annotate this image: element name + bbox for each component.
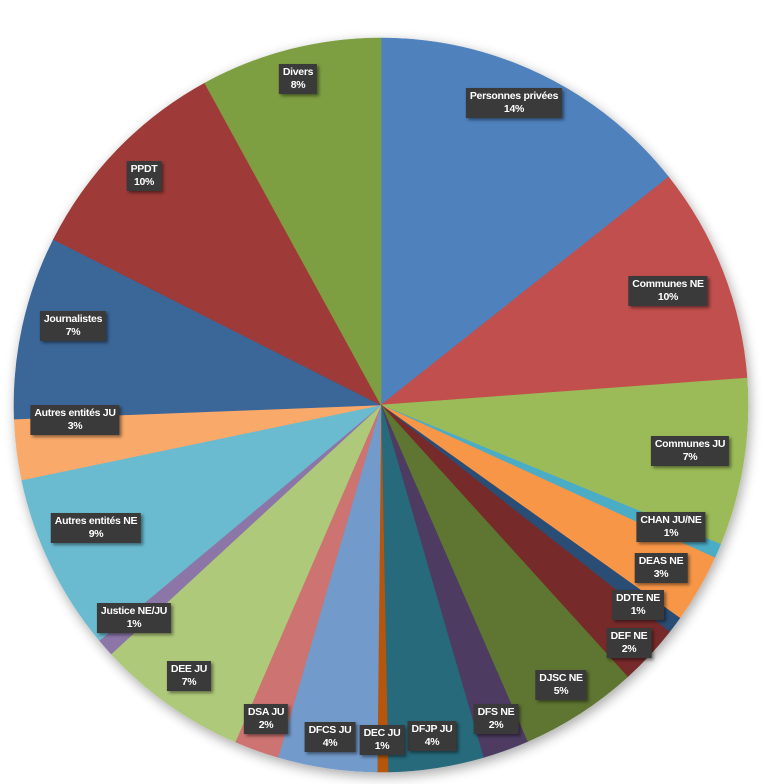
data-label-name: PPDT [130, 163, 158, 175]
data-label-name: DDTE NE [616, 592, 660, 604]
data-label-name: CHAN JU/NE [640, 514, 702, 526]
data-label-percent: 4% [424, 736, 440, 748]
data-label-name: DEC JU [363, 727, 401, 739]
data-label-percent: 4% [322, 737, 338, 749]
data-label-percent: 1% [630, 605, 646, 617]
data-label-name: DSA JU [247, 706, 285, 718]
data-label-divers: Divers 8% [278, 64, 318, 94]
data-label-ppdt: PPDT 10% [126, 161, 162, 191]
data-label-percent: 9% [88, 528, 104, 540]
data-label-name: Autres entités NE [54, 515, 138, 527]
data-label-chan-ju-ne: CHAN JU/NE 1% [636, 512, 706, 542]
data-label-name: Divers [282, 66, 314, 78]
data-label-autres-entites-ne: Autres entités NE 9% [50, 513, 142, 543]
data-label-percent: 3% [67, 420, 83, 432]
data-label-dee-ju: DEE JU 7% [166, 661, 212, 691]
data-label-percent: 1% [374, 740, 390, 752]
data-label-name: Autres entités JU [34, 407, 116, 419]
data-label-name: DEF NE [610, 630, 648, 642]
data-label-dsa-ju: DSA JU 2% [243, 704, 289, 734]
data-label-percent: 2% [258, 719, 274, 731]
data-label-percent: 2% [488, 719, 504, 731]
data-label-percent: 3% [653, 568, 669, 580]
data-label-name: DFJP JU [411, 723, 453, 735]
data-label-percent: 8% [290, 79, 306, 91]
data-label-def-ne: DEF NE 2% [606, 628, 652, 658]
data-label-dec-ju: DEC JU 1% [359, 725, 405, 755]
data-label-name: DFS NE [477, 706, 515, 718]
data-label-name: DJSC NE [539, 672, 583, 684]
pie-slice-dee-ju [110, 404, 382, 743]
data-label-autres-entites-ju: Autres entités JU 3% [30, 405, 120, 435]
data-label-dfjp-ju: DFJP JU 4% [407, 721, 457, 751]
data-label-dfcs-ju: DFCS JU 4% [304, 722, 356, 752]
pie-slice-personnes-privees [380, 37, 670, 406]
pie-slice-communes-ju [380, 377, 749, 545]
data-label-percent: 7% [181, 676, 197, 688]
pie-slice-journalistes [13, 239, 383, 420]
data-label-ddte-ne: DDTE NE 1% [612, 590, 664, 620]
data-label-name: Communes JU [654, 438, 726, 450]
data-label-percent: 10% [133, 176, 155, 188]
pie-slice-divers [204, 37, 382, 406]
data-label-personnes-privees: Personnes privées 14% [465, 88, 563, 118]
data-label-journalistes: Journalistes 7% [39, 311, 107, 341]
data-label-percent: 1% [663, 527, 679, 539]
data-label-name: DFCS JU [308, 724, 352, 736]
pie-slice-autres-entites-ne [21, 404, 382, 641]
data-label-communes-ne: Communes NE 10% [628, 276, 708, 306]
data-label-name: Personnes privées [469, 90, 559, 102]
data-label-percent: 10% [657, 291, 679, 303]
data-label-percent: 5% [553, 685, 569, 697]
data-label-name: DEE JU [170, 663, 208, 675]
data-label-name: DEAS NE [638, 555, 684, 567]
pie-slices [13, 37, 749, 773]
data-label-name: Justice NE/JU [100, 605, 168, 617]
data-label-percent: 7% [682, 451, 698, 463]
pie-slice-communes-ne [380, 176, 748, 406]
data-label-name: Journalistes [43, 313, 103, 325]
data-label-communes-ju: Communes JU 7% [650, 436, 730, 466]
data-label-percent: 7% [65, 326, 81, 338]
data-label-name: Communes NE [632, 278, 704, 290]
data-label-dfs-ne: DFS NE 2% [473, 704, 519, 734]
data-label-djsc-ne: DJSC NE 5% [535, 670, 587, 700]
data-label-justice-ne-ju: Justice NE/JU 1% [96, 603, 172, 633]
data-label-percent: 14% [503, 103, 525, 115]
data-label-deas-ne: DEAS NE 3% [634, 553, 688, 583]
data-label-percent: 1% [126, 618, 142, 630]
data-label-percent: 2% [621, 643, 637, 655]
